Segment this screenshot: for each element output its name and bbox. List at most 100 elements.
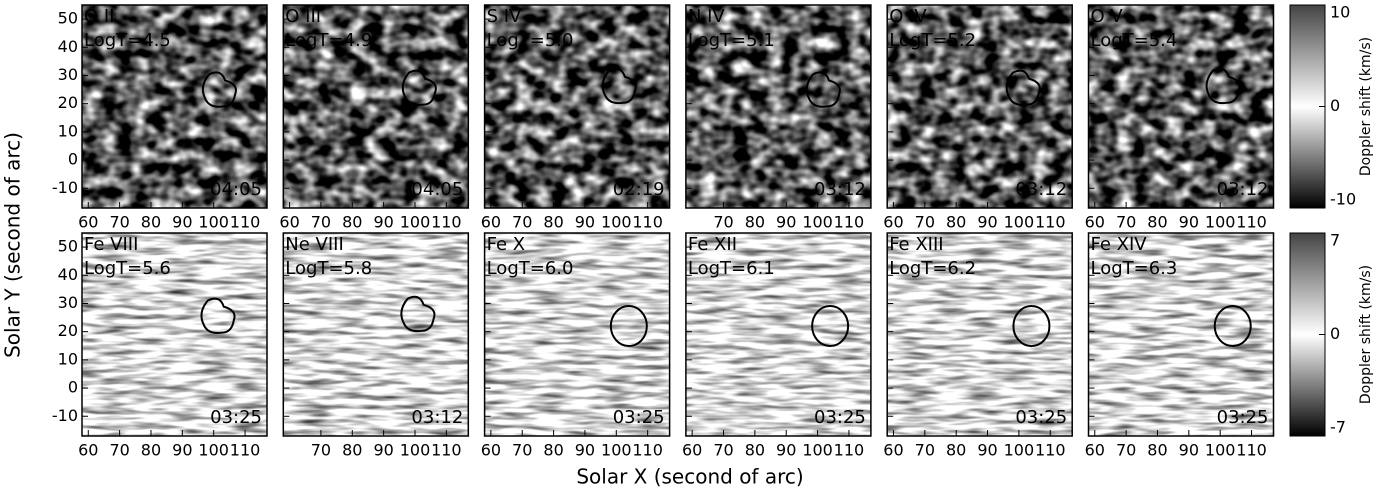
x-tick-label: 80 (745, 441, 765, 460)
x-tick-label: 100 (1205, 441, 1236, 460)
x-tick-label: 110 (834, 213, 865, 232)
x-tick-label: 60 (682, 441, 702, 460)
x-tick-label: 70 (109, 441, 129, 460)
colorbar-tick-label: -7 (1330, 418, 1346, 437)
time-label: 03:12 (814, 179, 866, 200)
colorbar-tick-label: 10 (1330, 3, 1350, 22)
x-tick-label: 60 (883, 441, 903, 460)
x-tick-label: 100 (1004, 441, 1035, 460)
ion-label: Ne VIII (285, 234, 344, 255)
logt-label: LogT=6.1 (688, 258, 775, 279)
time-label: 03:25 (210, 407, 262, 428)
logt-label: LogT=4.5 (84, 30, 171, 51)
x-tick-label: 60 (78, 213, 98, 232)
x-tick-label: 80 (946, 441, 966, 460)
x-tick-label: 70 (1116, 213, 1136, 232)
ion-label: Fe VIII (84, 234, 138, 255)
figure: Solar X (second of arc) Solar Y (second … (0, 0, 1395, 492)
x-tick-label: 70 (311, 213, 331, 232)
x-tick-label: 90 (977, 441, 997, 460)
x-tick-label: 60 (1085, 213, 1105, 232)
colorbar-tick-label: -10 (1330, 190, 1356, 209)
x-tick-label: 80 (946, 213, 966, 232)
x-tick-label: 70 (512, 213, 532, 232)
colorbar-tick-label: 7 (1330, 231, 1340, 250)
ion-label: O IV (889, 6, 927, 27)
x-tick-label: 110 (230, 213, 261, 232)
x-tick-label: 90 (575, 213, 595, 232)
x-tick-label: 80 (745, 213, 765, 232)
time-label: 03:25 (814, 407, 866, 428)
logt-label: LogT=5.1 (688, 30, 775, 51)
x-tick-label: 90 (172, 441, 192, 460)
x-tick-label: 100 (400, 441, 431, 460)
y-axis-label: Solar Y (second of arc) (1, 132, 25, 358)
logt-label: LogT=5.8 (285, 258, 372, 279)
x-tick-label: 110 (834, 441, 865, 460)
y-tick-label: -10 (52, 178, 78, 197)
x-tick-label: 70 (915, 213, 935, 232)
x-tick-label: 80 (1147, 213, 1167, 232)
x-tick-label: 80 (342, 213, 362, 232)
ion-label: Fe X (487, 234, 525, 255)
ion-label: O V (1091, 6, 1124, 27)
y-tick-label: 40 (58, 265, 78, 284)
x-tick-label: 110 (431, 441, 462, 460)
y-tick-label: 30 (58, 65, 78, 84)
ion-label: N IV (688, 6, 725, 27)
x-tick-label: 90 (172, 213, 192, 232)
x-tick-label: 110 (1035, 213, 1066, 232)
ion-label: Fe XIII (889, 234, 943, 255)
x-tick-label: 60 (481, 213, 501, 232)
x-tick-label: 60 (481, 441, 501, 460)
colorbar-tick-label: 0 (1330, 324, 1340, 343)
ion-label: S IV (487, 6, 522, 27)
x-tick-label: 110 (632, 213, 663, 232)
x-tick-label: 100 (1205, 213, 1236, 232)
logt-label: LogT=5.2 (889, 30, 976, 51)
x-tick-label: 100 (400, 213, 431, 232)
time-label: 03:12 (1217, 179, 1269, 200)
colorbar-label: Doppler shift (km/s) (1358, 265, 1374, 404)
x-tick-label: 90 (575, 441, 595, 460)
x-tick-label: 80 (543, 441, 563, 460)
x-tick-label: 90 (373, 441, 393, 460)
x-tick-label: 70 (713, 441, 733, 460)
x-tick-label: 70 (311, 441, 331, 460)
time-label: 03:25 (613, 407, 665, 428)
ion-label: Fe XIV (1091, 234, 1148, 255)
time-label: 03:25 (1015, 407, 1067, 428)
ion-label: O II (84, 6, 115, 27)
x-tick-label: 70 (713, 213, 733, 232)
x-tick-label: 60 (78, 441, 98, 460)
y-tick-label: 10 (58, 349, 78, 368)
x-tick-label: 90 (1179, 213, 1199, 232)
time-label: 03:25 (1217, 407, 1269, 428)
colorbar-tick-label: 0 (1330, 96, 1340, 115)
logt-label: LogT=5.6 (84, 258, 171, 279)
x-tick-label: 110 (230, 441, 261, 460)
x-tick-label: 100 (802, 213, 833, 232)
colorbar-label: Doppler shift (km/s) (1358, 37, 1374, 176)
x-tick-label: 110 (431, 213, 462, 232)
x-tick-label: 80 (1147, 441, 1167, 460)
x-tick-label: 70 (915, 441, 935, 460)
time-label: 03:12 (411, 407, 463, 428)
y-tick-label: 50 (58, 9, 78, 28)
x-tick-label: 100 (1004, 213, 1035, 232)
x-tick-label: 90 (977, 213, 997, 232)
y-tick-label: 50 (58, 237, 78, 256)
logt-label: LogT=5.4 (1091, 30, 1178, 51)
x-tick-label: 100 (601, 213, 632, 232)
y-tick-label: 0 (68, 378, 78, 397)
logt-label: LogT=6.0 (487, 258, 574, 279)
x-tick-label: 110 (632, 441, 663, 460)
x-tick-label: 80 (141, 213, 161, 232)
logt-label: LogT=4.9 (285, 30, 372, 51)
x-tick-label: 90 (373, 213, 393, 232)
x-tick-label: 110 (1236, 441, 1267, 460)
y-tick-label: 0 (68, 150, 78, 169)
x-tick-label: 110 (1035, 441, 1066, 460)
x-tick-label: 90 (1179, 441, 1199, 460)
logt-label: LogT=5.0 (487, 30, 574, 51)
